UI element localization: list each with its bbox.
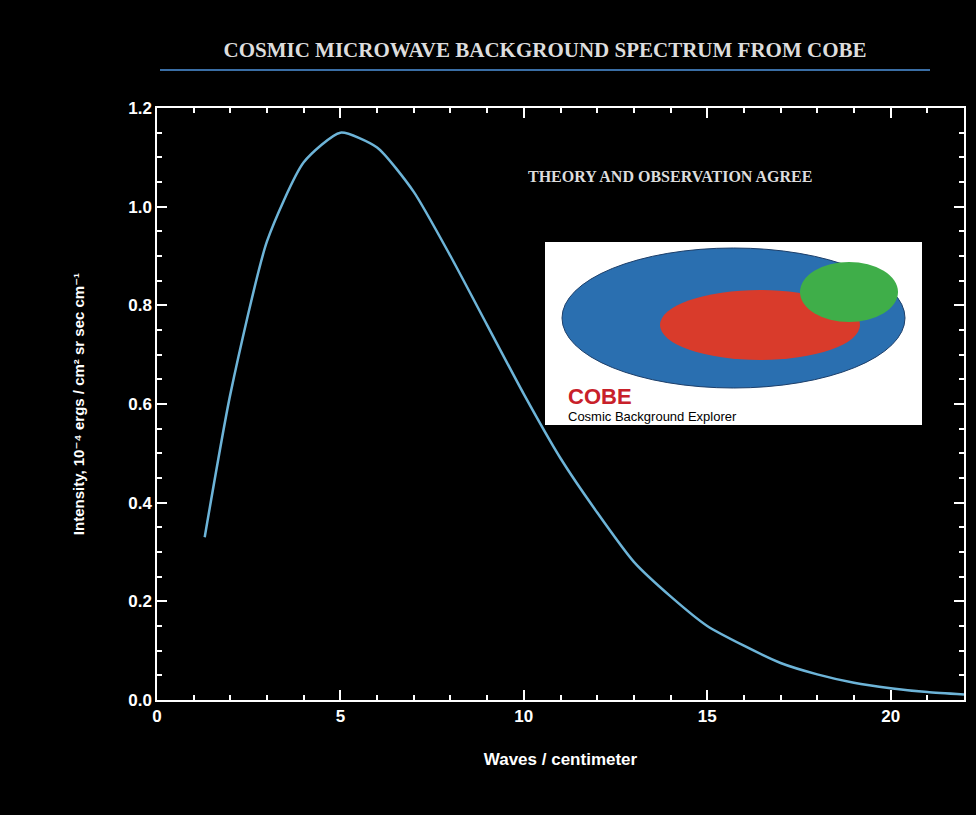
svg-text:THEORY AND OBSERVATION AGREE: THEORY AND OBSERVATION AGREE (528, 168, 812, 185)
svg-text:0.6: 0.6 (128, 395, 152, 414)
svg-text:Cosmic Background Explorer: Cosmic Background Explorer (568, 409, 737, 424)
svg-text:0.0: 0.0 (128, 691, 152, 710)
svg-text:0.2: 0.2 (128, 592, 152, 611)
svg-text:COBE: COBE (568, 384, 632, 409)
svg-text:0.4: 0.4 (128, 494, 152, 513)
svg-text:0.8: 0.8 (128, 296, 152, 315)
svg-text:20: 20 (881, 707, 900, 726)
svg-text:Waves / centimeter: Waves / centimeter (484, 750, 638, 769)
svg-text:5: 5 (336, 707, 345, 726)
svg-text:15: 15 (698, 707, 717, 726)
svg-text:Intensity, 10⁻⁴ ergs / cm² sr: Intensity, 10⁻⁴ ergs / cm² sr sec cm⁻¹ (70, 273, 87, 535)
svg-text:10: 10 (514, 707, 533, 726)
svg-text:COSMIC MICROWAVE BACKGROUND SP: COSMIC MICROWAVE BACKGROUND SPECTRUM FRO… (223, 38, 866, 62)
svg-text:0: 0 (152, 707, 161, 726)
svg-text:1.0: 1.0 (128, 198, 152, 217)
svg-text:1.2: 1.2 (128, 99, 152, 118)
